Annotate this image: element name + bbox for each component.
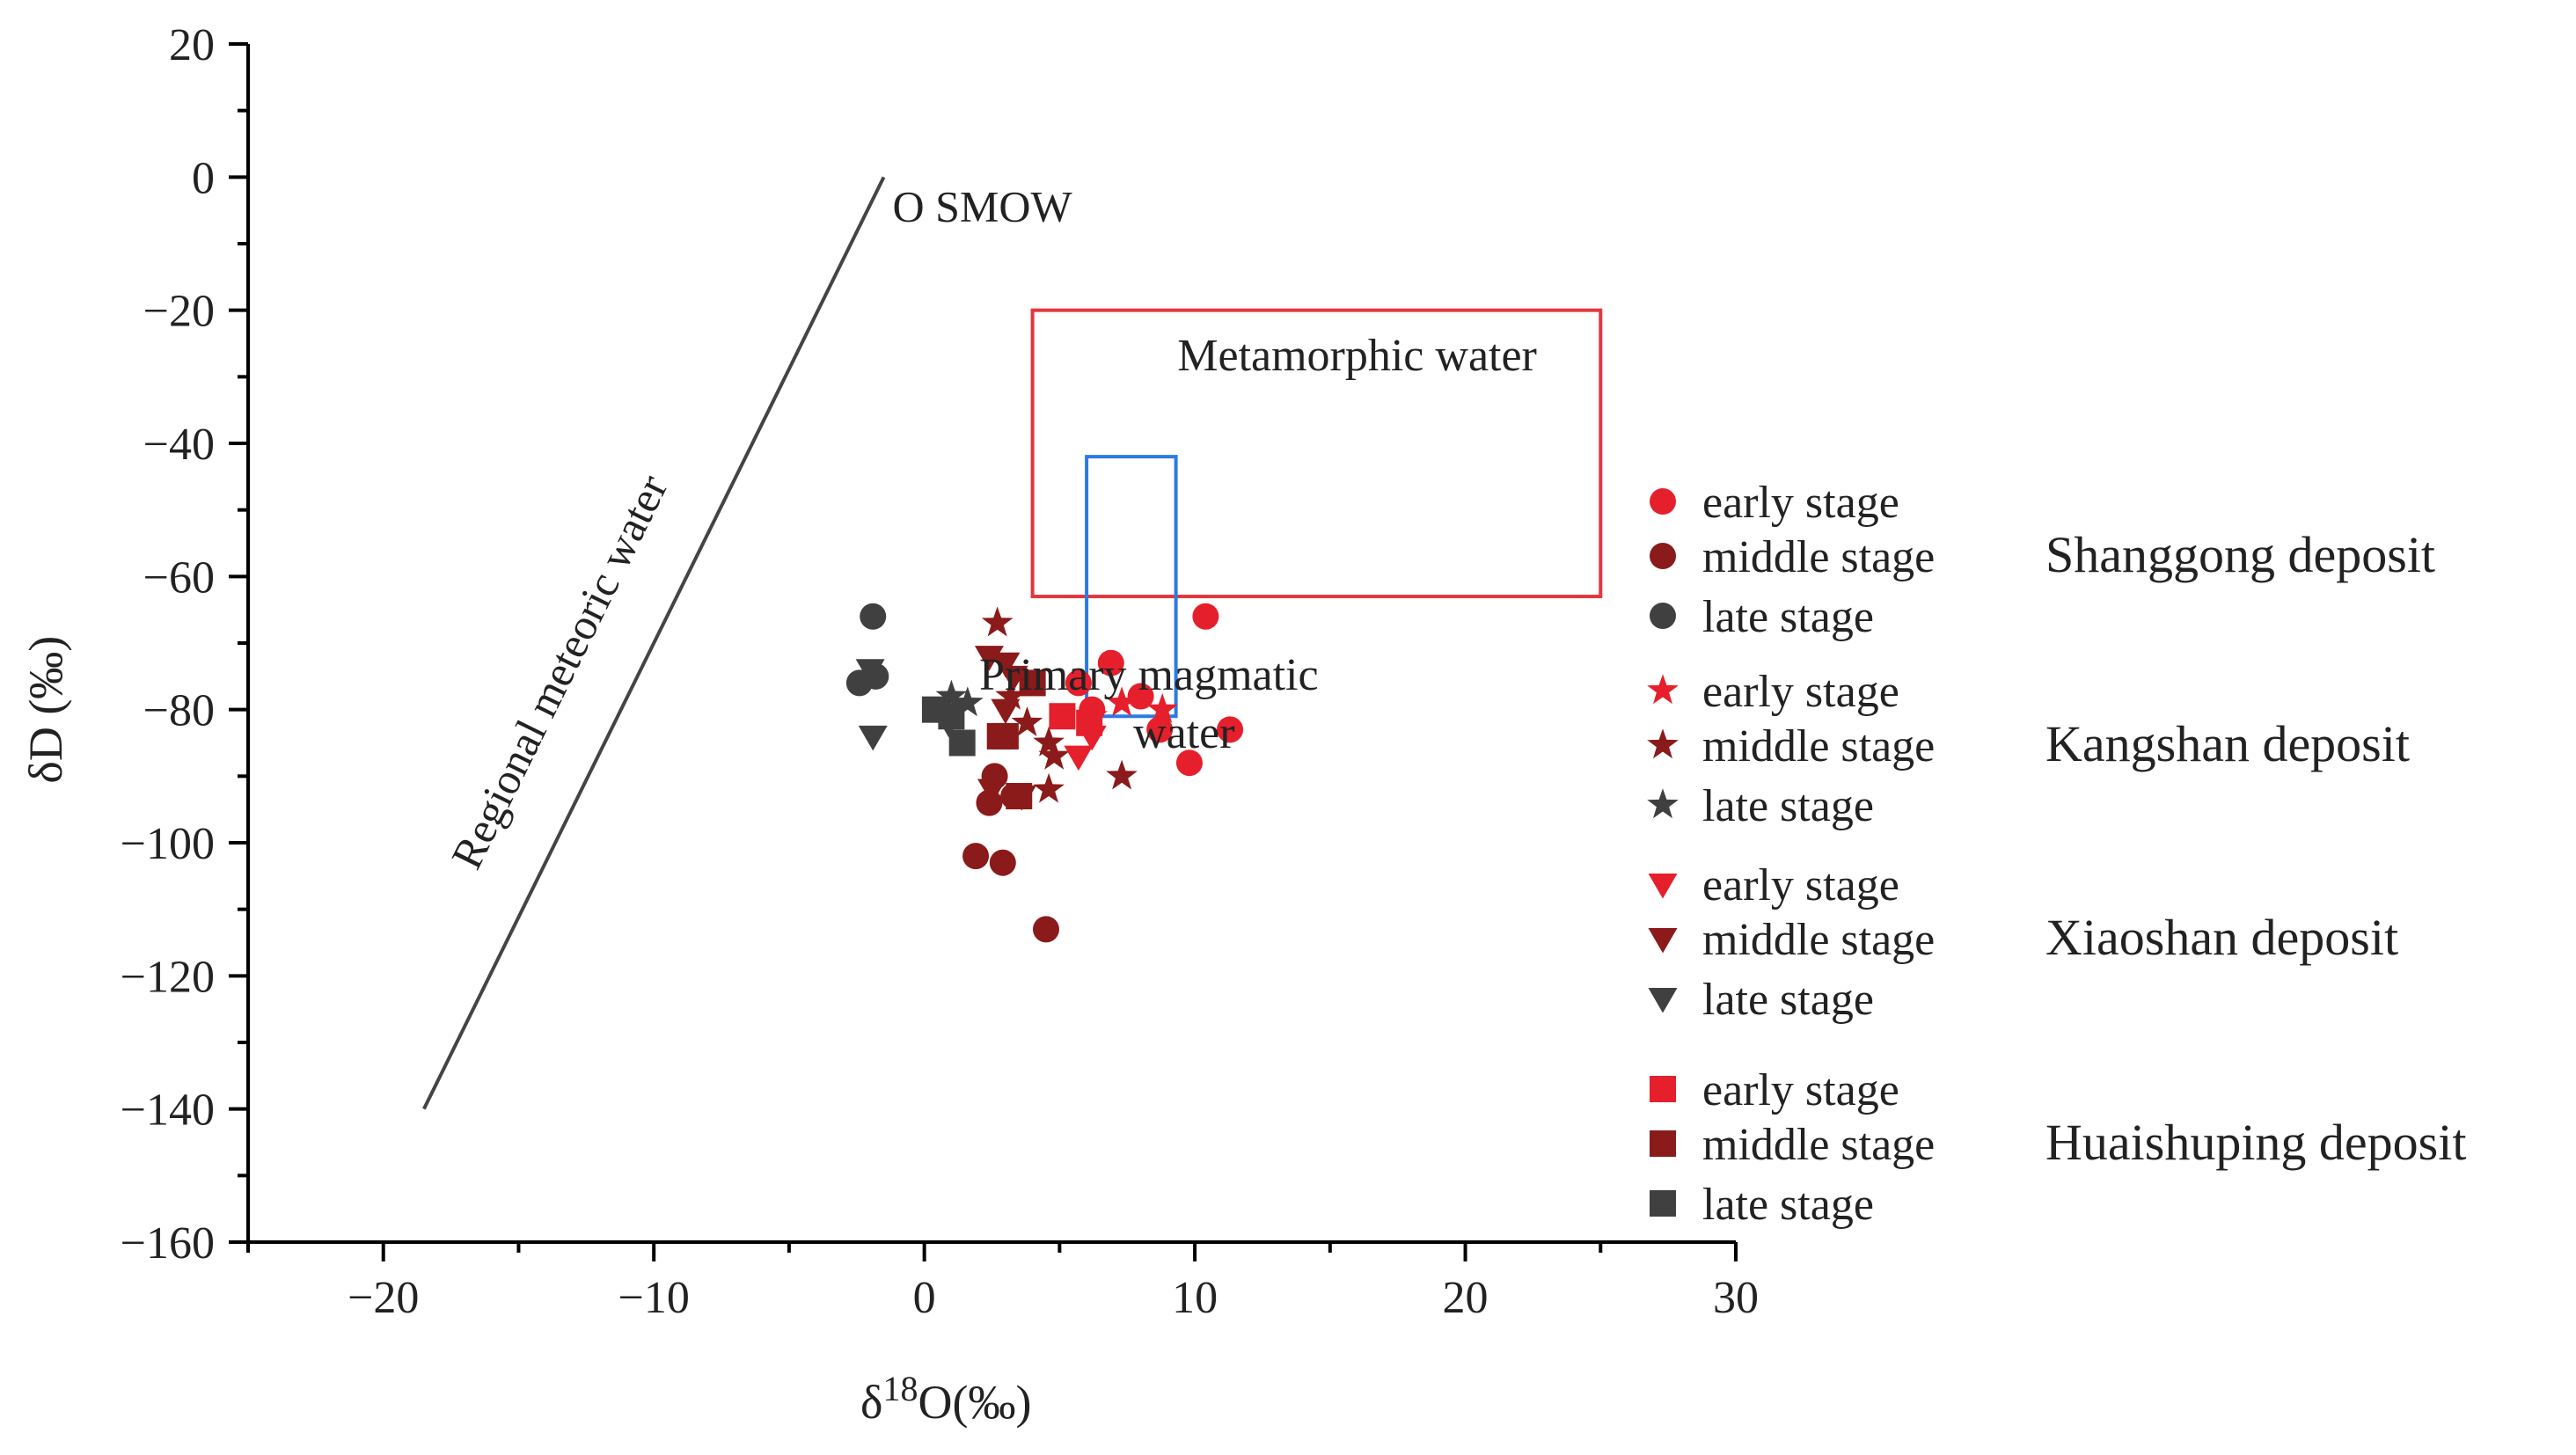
point-huaishuping-middle-square bbox=[1006, 783, 1033, 810]
y-tick-label: −100 bbox=[121, 819, 215, 869]
legend-marker-star bbox=[1647, 674, 1679, 705]
legend-marker-square bbox=[1650, 1190, 1676, 1217]
point-xiaoshan-middle-triangle-down bbox=[977, 779, 1006, 804]
smow-label: O SMOW bbox=[893, 181, 1073, 230]
point-huaishuping-late-square bbox=[938, 703, 965, 730]
legend-label: early stage bbox=[1702, 478, 1899, 528]
y-tick-label: −40 bbox=[143, 420, 215, 470]
point-kangshan-middle-star bbox=[1011, 706, 1043, 736]
primary-magmatic-water-region bbox=[1085, 455, 1178, 719]
point-kangshan-middle-star bbox=[995, 679, 1027, 710]
regional-meteoric-water-label: Regional meteoric water bbox=[442, 466, 677, 876]
metamorphic-water-label: Metamorphic water bbox=[1177, 331, 1537, 381]
legend-marker-circle bbox=[1650, 543, 1676, 569]
point-huaishuping-late-square bbox=[948, 729, 976, 757]
y-tick-label: −80 bbox=[143, 686, 215, 736]
legend-marker-circle bbox=[1650, 488, 1676, 515]
y-tick-label: −160 bbox=[121, 1218, 215, 1269]
legend-label: early stage bbox=[1702, 1065, 1899, 1115]
x-tick-label: 20 bbox=[1443, 1273, 1489, 1323]
legend-deposit-title: Huaishuping deposit bbox=[2045, 1114, 2466, 1171]
y-tick-label: −120 bbox=[121, 952, 215, 1002]
legend-marker-star bbox=[1647, 788, 1679, 819]
point-shanggong-early-circle bbox=[1097, 649, 1124, 676]
point-shanggong-early-circle bbox=[1192, 603, 1219, 630]
legend-label: early stage bbox=[1702, 860, 1899, 910]
point-kangshan-early-star bbox=[1106, 686, 1138, 717]
x-tick-label: 0 bbox=[913, 1273, 936, 1323]
legend-marker-circle bbox=[1650, 603, 1676, 629]
point-shanggong-early-circle bbox=[1146, 716, 1174, 743]
point-shanggong-early-circle bbox=[1175, 749, 1203, 777]
point-shanggong-early-circle bbox=[1127, 683, 1154, 710]
legend-label: late stage bbox=[1702, 1180, 1874, 1230]
point-xiaoshan-late-triangle-down bbox=[855, 659, 885, 684]
primary-magmatic-water-label: Primary magmatic bbox=[979, 650, 1319, 700]
legend-deposit-title: Shanggong deposit bbox=[2045, 526, 2435, 583]
y-tick-label: 0 bbox=[192, 153, 215, 203]
x-axis-title: δ18O(‰) bbox=[860, 1369, 1031, 1429]
primary-magmatic-water-label-line2: water bbox=[1133, 708, 1234, 758]
y-tick-label: 20 bbox=[169, 20, 215, 70]
legend-label: middle stage bbox=[1702, 915, 1935, 965]
point-xiaoshan-late-triangle-down bbox=[858, 725, 888, 751]
point-huaishuping-middle-square bbox=[1019, 669, 1046, 697]
point-huaishuping-early-square bbox=[1049, 703, 1076, 730]
metamorphic-water-region bbox=[1030, 308, 1603, 599]
legend-marker-triangle-down bbox=[1648, 874, 1678, 899]
regional-meteoric-water-line bbox=[422, 176, 886, 1110]
point-shanggong-middle-circle bbox=[989, 849, 1016, 876]
legend-marker-square bbox=[1650, 1130, 1676, 1157]
y-tick-label: −140 bbox=[121, 1086, 215, 1136]
legend-label: late stage bbox=[1702, 592, 1874, 642]
legend-deposit-title: Xiaoshan deposit bbox=[2045, 909, 2398, 966]
point-shanggong-middle-circle bbox=[962, 843, 990, 870]
point-kangshan-late-star bbox=[935, 679, 968, 710]
point-kangshan-middle-star bbox=[1038, 739, 1070, 770]
point-shanggong-middle-circle bbox=[1032, 916, 1059, 943]
legend-marker-triangle-down bbox=[1648, 928, 1678, 954]
point-kangshan-middle-star bbox=[1106, 759, 1138, 790]
y-tick-label: −60 bbox=[143, 552, 215, 603]
legend-marker-triangle-down bbox=[1648, 988, 1678, 1013]
point-huaishuping-early-square bbox=[1076, 709, 1103, 736]
point-xiaoshan-early-triangle-down bbox=[1064, 745, 1094, 771]
x-tick-label: −20 bbox=[348, 1273, 419, 1323]
point-shanggong-early-circle bbox=[1065, 669, 1092, 697]
point-kangshan-middle-star bbox=[1033, 772, 1065, 803]
point-xiaoshan-middle-triangle-down bbox=[991, 698, 1021, 725]
legend-label: late stage bbox=[1702, 781, 1874, 831]
point-huaishuping-middle-square bbox=[986, 722, 1014, 749]
legend-marker-square bbox=[1650, 1076, 1676, 1102]
legend-label: late stage bbox=[1702, 975, 1874, 1025]
legend-label: middle stage bbox=[1702, 1120, 1935, 1170]
legend-label: middle stage bbox=[1702, 532, 1935, 582]
y-axis-title: δD (‰) bbox=[19, 636, 72, 784]
point-shanggong-early-circle bbox=[1217, 716, 1244, 743]
point-shanggong-late-circle bbox=[860, 603, 887, 630]
x-tick-label: −10 bbox=[618, 1273, 690, 1323]
point-kangshan-middle-star bbox=[981, 606, 1014, 637]
point-kangshan-early-star bbox=[1146, 692, 1178, 723]
x-tick-label: 30 bbox=[1713, 1273, 1759, 1323]
point-kangshan-late-star bbox=[952, 686, 984, 717]
legend-marker-star bbox=[1647, 728, 1679, 759]
legend-label: middle stage bbox=[1702, 721, 1935, 771]
point-xiaoshan-middle-triangle-down bbox=[974, 646, 1004, 671]
y-tick-label: −20 bbox=[143, 287, 215, 337]
point-kangshan-middle-star bbox=[1033, 726, 1065, 757]
point-xiaoshan-middle-triangle-down bbox=[991, 652, 1021, 678]
legend-label: early stage bbox=[1702, 667, 1899, 717]
x-tick-label: 10 bbox=[1172, 1273, 1218, 1323]
legend-deposit-title: Kangshan deposit bbox=[2045, 715, 2410, 772]
